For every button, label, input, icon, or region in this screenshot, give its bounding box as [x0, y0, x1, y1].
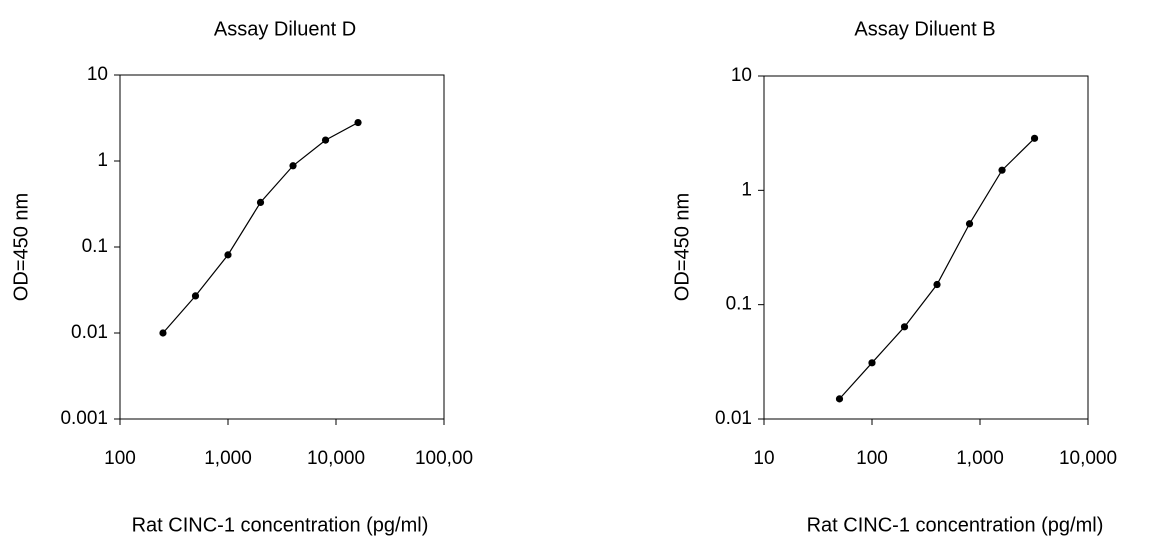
y-tick-label: 0.1: [82, 236, 108, 257]
x-tick-label: 10,000: [1059, 448, 1117, 469]
x-axis-label: Rat CINC-1 concentration (pg/ml): [807, 514, 1104, 536]
x-tick-label: 100,00: [415, 448, 473, 469]
data-point: [224, 251, 232, 259]
data-point: [256, 198, 265, 207]
y-tick-label: 0.01: [71, 322, 108, 343]
data-point: [354, 118, 362, 127]
y-tick-label: 0.01: [715, 408, 752, 429]
chart-title: Assay Diluent D: [214, 18, 356, 40]
data-point: [289, 162, 297, 170]
x-tick-label: 1,000: [956, 448, 1004, 469]
y-axis-label: OD=450 nm: [10, 193, 32, 301]
chart-title: Assay Diluent B: [854, 18, 995, 40]
series-line: [839, 137, 1035, 400]
y-tick-label: 1: [741, 179, 752, 200]
y-tick-label: 0.1: [726, 294, 752, 315]
data-point: [998, 166, 1006, 174]
y-tick-label: 1: [97, 150, 108, 171]
data-point: [159, 329, 167, 337]
plot-frame: [763, 75, 1089, 420]
plot-frame: [119, 74, 445, 420]
x-tick-label: 10,000: [307, 448, 365, 469]
y-tick-label: 10: [87, 64, 108, 85]
x-tick-label: 100: [104, 448, 136, 469]
x-axis-label: Rat CINC-1 concentration (pg/ml): [132, 514, 429, 536]
data-point: [965, 220, 974, 228]
data-point: [933, 280, 941, 289]
y-tick-label: 0.001: [60, 408, 108, 429]
data-point: [835, 395, 844, 403]
data-point: [321, 136, 330, 144]
data-point: [191, 292, 200, 300]
y-tick-label: 10: [731, 65, 752, 86]
series-line: [162, 122, 359, 334]
x-tick-label: 100: [856, 448, 888, 469]
data-point: [868, 359, 876, 367]
y-axis-label: OD=450 nm: [671, 193, 693, 301]
data-point: [1030, 134, 1039, 142]
data-point: [900, 323, 909, 331]
x-tick-label: 10: [753, 448, 774, 469]
x-tick-label: 1,000: [204, 448, 252, 469]
